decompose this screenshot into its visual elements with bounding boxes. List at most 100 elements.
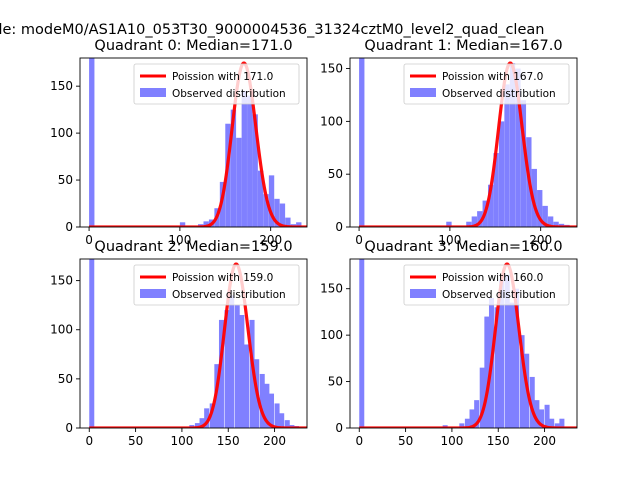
histogram-bar xyxy=(199,418,205,428)
x-tick-label: 200 xyxy=(259,233,282,247)
histogram-bar xyxy=(520,100,527,227)
x-tick-label: 0 xyxy=(85,233,93,247)
histogram-bar xyxy=(484,316,490,428)
y-tick-label: 0 xyxy=(335,220,343,234)
y-tick-label: 0 xyxy=(65,421,73,435)
histogram-bar xyxy=(249,319,255,428)
histogram-bar xyxy=(537,190,543,227)
histogram-bar xyxy=(257,170,264,227)
legend-label-poisson: Poission with 159.0 xyxy=(172,272,273,284)
y-tick-label: 0 xyxy=(335,421,343,435)
histogram-bar xyxy=(224,310,230,428)
figure-suptitle: n file: modeM0/AS1A10_053T30_9000004536_… xyxy=(0,22,545,38)
histogram-bar xyxy=(504,274,510,428)
histogram-bar xyxy=(544,404,550,428)
histogram-bar xyxy=(359,58,365,227)
x-tick-label: 150 xyxy=(487,434,510,448)
legend-label-observed: Observed distribution xyxy=(172,289,286,301)
histogram-bar xyxy=(515,68,521,227)
x-tick-label: 50 xyxy=(398,434,413,448)
x-tick-label: 100 xyxy=(170,434,193,448)
legend-label-poisson: Poission with 167.0 xyxy=(442,71,543,83)
histogram-bar xyxy=(274,198,280,227)
histogram-bar xyxy=(243,344,249,428)
histogram-bar xyxy=(204,408,210,428)
histogram-bar xyxy=(219,181,226,227)
chart-title: Quadrant 1: Median=167.0 xyxy=(364,38,562,54)
legend-label-poisson: Poission with 171.0 xyxy=(172,71,273,83)
histogram-bar xyxy=(509,63,516,227)
x-tick-label: 50 xyxy=(128,434,143,448)
histogram-bar xyxy=(194,423,200,428)
histogram-bar xyxy=(279,413,285,428)
y-tick-label: 50 xyxy=(328,375,343,389)
histogram-bar xyxy=(553,221,559,227)
axes-frame xyxy=(79,258,308,429)
y-tick-label: 100 xyxy=(320,114,343,128)
histogram-bar xyxy=(239,315,245,428)
legend-label-observed: Observed distribution xyxy=(442,88,556,100)
x-tick-label: 0 xyxy=(85,434,93,448)
chart-title: Quadrant 3: Median=160.0 xyxy=(364,239,562,255)
histogram-bar xyxy=(268,175,275,227)
legend-bar-swatch xyxy=(140,88,166,97)
histogram-bar xyxy=(531,168,537,227)
y-tick-label: 100 xyxy=(50,126,73,140)
histogram-bar xyxy=(446,221,452,227)
histogram-bar xyxy=(494,307,500,428)
quadrant-3-chart: 0 50 100 150 200 0 50 100 150 Quadrant 3: Median=… xyxy=(320,239,578,448)
x-tick-label: 200 xyxy=(529,233,552,247)
histogram-bar xyxy=(549,418,555,428)
histogram-bar xyxy=(539,409,545,428)
histogram-bar xyxy=(504,84,510,227)
histogram-bar xyxy=(493,153,499,227)
histogram-bar xyxy=(459,423,465,428)
histogram-bar xyxy=(236,137,242,227)
histogram-bar xyxy=(203,221,209,227)
x-tick-label: 200 xyxy=(263,434,286,448)
legend-bar-swatch xyxy=(410,88,436,97)
histogram-bar xyxy=(252,114,258,227)
y-tick-label: 150 xyxy=(50,79,73,93)
x-tick-label: 100 xyxy=(438,233,461,247)
x-tick-label: 150 xyxy=(217,434,240,448)
legend-label-observed: Observed distribution xyxy=(442,289,556,301)
histogram-bar xyxy=(234,305,240,428)
histogram-bar xyxy=(477,211,483,227)
histogram-bar xyxy=(241,90,247,227)
histogram-bar xyxy=(498,121,505,227)
chart-title: Quadrant 0: Median=171.0 xyxy=(94,38,292,54)
histogram-bar xyxy=(513,288,519,428)
histogram-bar xyxy=(225,123,231,227)
histogram-bar xyxy=(285,217,291,227)
histogram-bar xyxy=(89,58,95,227)
legend-box xyxy=(133,264,300,306)
histogram-bar xyxy=(263,194,269,227)
histogram-bar xyxy=(499,279,505,428)
y-tick-label: 50 xyxy=(328,167,343,181)
legend-box xyxy=(403,63,570,105)
legend-label-poisson: Poission with 160.0 xyxy=(442,272,543,284)
histogram-bar xyxy=(474,400,480,428)
histogram-bar xyxy=(247,95,253,227)
histogram-bar xyxy=(554,423,560,428)
histogram-bar xyxy=(284,420,290,428)
histogram-bar xyxy=(559,418,565,428)
y-tick-label: 100 xyxy=(50,323,73,337)
histogram-bar xyxy=(529,376,535,428)
x-tick-label: 200 xyxy=(533,434,556,448)
histogram-bar xyxy=(479,367,485,428)
legend-bar-swatch xyxy=(410,289,436,298)
histogram-bar xyxy=(488,184,494,227)
histogram-bar xyxy=(209,403,215,428)
histogram-bar xyxy=(179,222,186,227)
y-tick-label: 150 xyxy=(320,62,343,76)
histogram-bar xyxy=(218,319,224,428)
x-tick-label: 100 xyxy=(440,434,463,448)
y-tick-label: 100 xyxy=(320,328,343,342)
legend-box xyxy=(403,264,570,306)
y-tick-label: 50 xyxy=(58,173,73,187)
chart-title: Quadrant 2: Median=159.0 xyxy=(94,239,292,255)
y-tick-label: 150 xyxy=(320,282,343,296)
